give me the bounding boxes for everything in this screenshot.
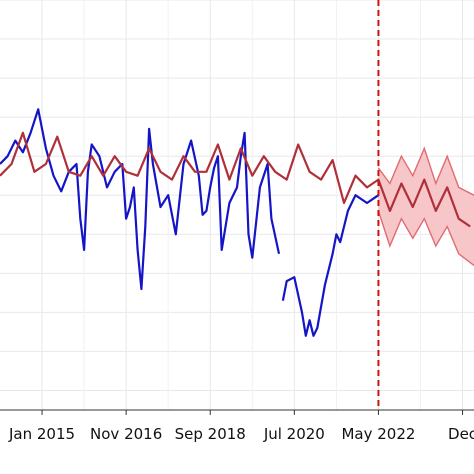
x-axis: Jan 2015 Nov 2016 Sep 2018 Jul 2020 May 2022…	[0, 409, 474, 443]
fitted-series-line	[0, 131, 471, 228]
forecast-band	[378, 148, 474, 266]
x-tick-label: Jul 2020	[263, 425, 325, 443]
x-tick-label: Jan 2015	[8, 425, 75, 443]
x-tick-label: Dec	[448, 425, 474, 443]
series-lines	[0, 108, 471, 337]
observed-series-line	[281, 194, 380, 337]
observed-series-line	[0, 108, 281, 291]
x-tick-label: Sep 2018	[175, 425, 246, 443]
x-tick-label: May 2022	[341, 425, 415, 443]
x-tick-label: Nov 2016	[90, 425, 162, 443]
forecast-band-layer	[377, 146, 474, 267]
forecast-band-upper	[377, 146, 474, 196]
forecast-band-lower	[377, 210, 474, 267]
